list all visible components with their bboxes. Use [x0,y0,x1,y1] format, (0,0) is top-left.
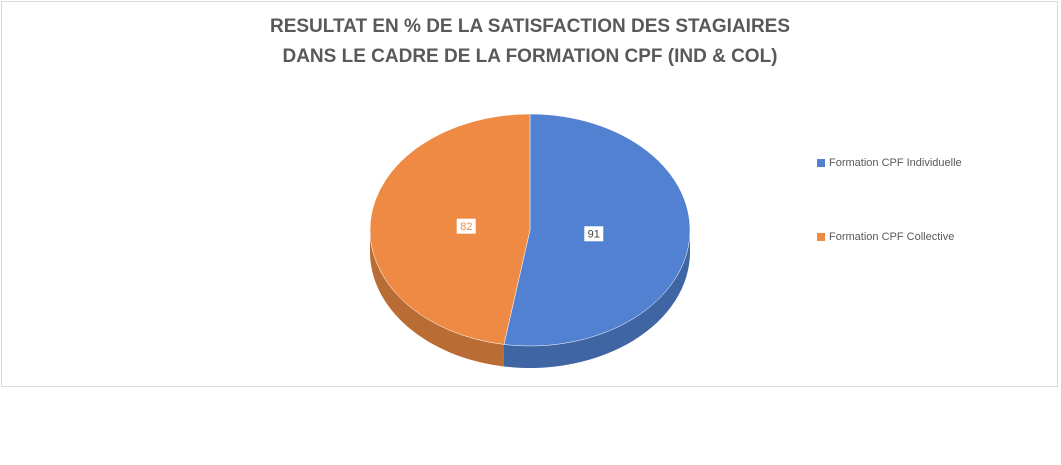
pie-slice-side [503,230,690,368]
legend-label: Formation CPF Collective [829,231,954,243]
data-label-box [455,217,477,235]
legend-swatch [817,233,825,241]
pie-slice-side [370,230,504,367]
legend-swatch [817,159,825,167]
data-label: 82 [460,221,472,233]
data-label-box [583,225,605,243]
legend-label: Formation CPF Individuelle [829,157,962,169]
chart-title: DANS LE CADRE DE LA FORMATION CPF (IND &… [282,46,777,67]
chart-title: RESULTAT EN % DE LA SATISFACTION DES STA… [270,16,790,37]
pie-slice [369,113,531,345]
data-label: 91 [588,229,600,241]
